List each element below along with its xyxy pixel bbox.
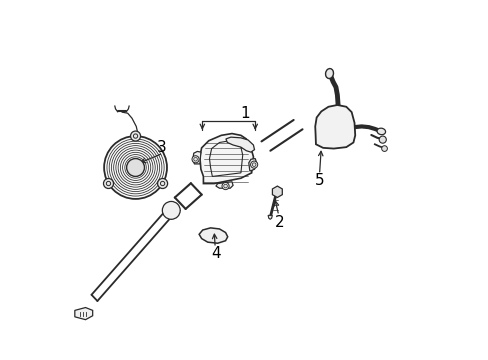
Circle shape bbox=[381, 146, 386, 152]
Circle shape bbox=[104, 136, 166, 199]
Circle shape bbox=[103, 179, 113, 189]
Text: 4: 4 bbox=[211, 247, 220, 261]
Circle shape bbox=[126, 158, 144, 176]
Ellipse shape bbox=[376, 128, 385, 135]
Polygon shape bbox=[75, 307, 93, 320]
Polygon shape bbox=[225, 137, 254, 152]
Text: 1: 1 bbox=[240, 107, 249, 121]
Text: 2: 2 bbox=[274, 215, 284, 230]
Polygon shape bbox=[267, 215, 272, 219]
Polygon shape bbox=[315, 105, 354, 149]
Circle shape bbox=[378, 136, 386, 143]
Circle shape bbox=[130, 131, 140, 141]
Circle shape bbox=[192, 156, 199, 163]
Polygon shape bbox=[192, 152, 201, 164]
Text: 5: 5 bbox=[314, 173, 324, 188]
Polygon shape bbox=[216, 182, 233, 188]
Polygon shape bbox=[272, 186, 282, 198]
Ellipse shape bbox=[325, 68, 333, 78]
Polygon shape bbox=[199, 228, 227, 243]
Circle shape bbox=[157, 179, 167, 189]
Polygon shape bbox=[200, 134, 253, 184]
Text: 3: 3 bbox=[157, 140, 166, 155]
Circle shape bbox=[162, 202, 180, 219]
Circle shape bbox=[222, 183, 229, 190]
Polygon shape bbox=[248, 158, 257, 171]
Circle shape bbox=[250, 161, 257, 168]
